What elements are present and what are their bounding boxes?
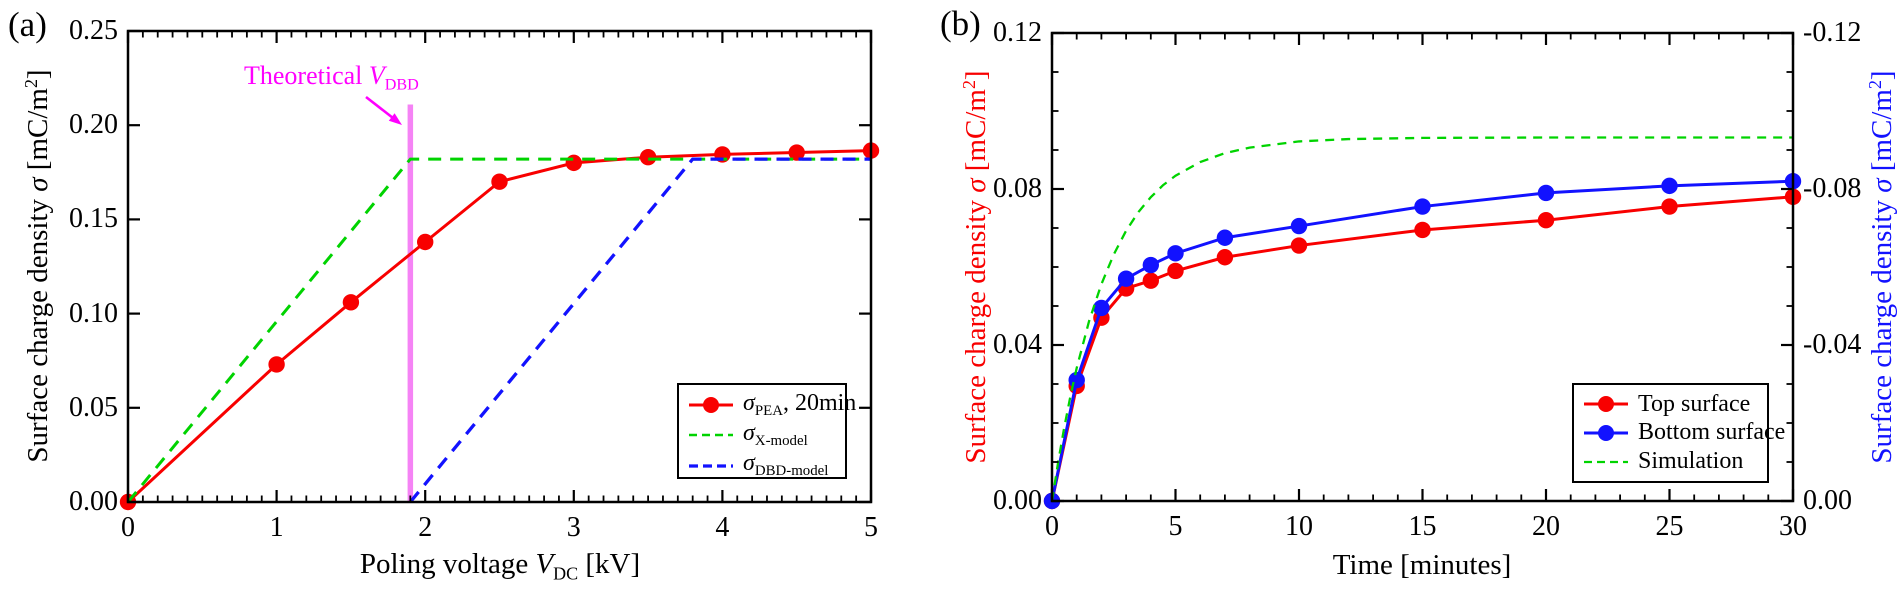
chart-canvas	[119, 29, 1802, 511]
figure: (a) (b) Poling voltage VDC [kV] Surface …	[8, 4, 1898, 584]
